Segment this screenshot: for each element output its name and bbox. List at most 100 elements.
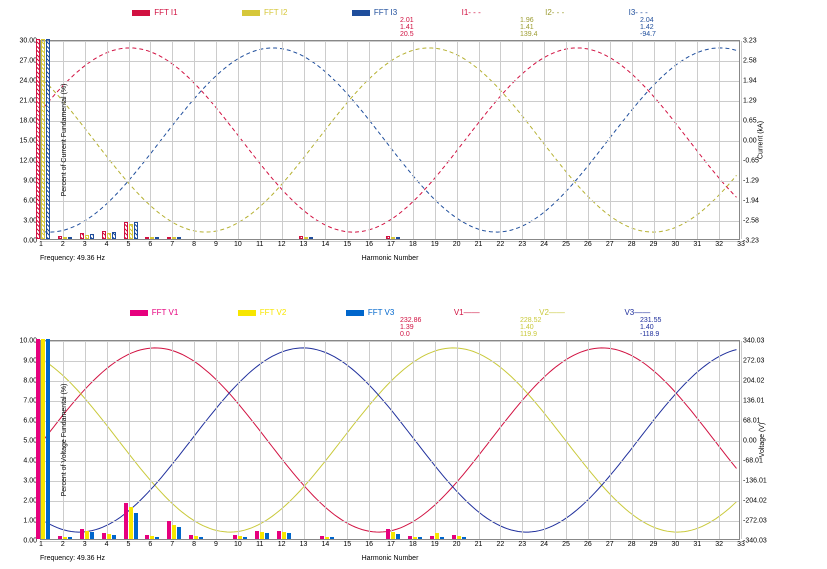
gridline-v [500, 341, 501, 539]
bar [63, 537, 67, 539]
bar [134, 513, 138, 539]
gridline-v [304, 341, 305, 539]
bar [167, 521, 171, 539]
gridline-h [41, 161, 739, 162]
gridline-v [588, 41, 589, 239]
bar [457, 536, 461, 539]
y-left-label-current: Percent of Current Fundamental (%) [61, 84, 68, 197]
x-tick: 22 [496, 539, 504, 548]
bar [452, 535, 456, 539]
gridline-v [588, 341, 589, 539]
gridline-v [304, 41, 305, 239]
gridline-v [282, 41, 283, 239]
bar [462, 537, 466, 539]
x-tick: 13 [300, 539, 308, 548]
bar [107, 534, 111, 539]
x-tick: 24 [540, 539, 548, 548]
gridline-v [369, 341, 370, 539]
bar [233, 535, 237, 539]
bar [309, 237, 313, 239]
x-tick: 18 [409, 539, 417, 548]
y-tick-right: -68.01 [739, 458, 763, 465]
gridline-v [107, 41, 108, 239]
x-tick: 24 [540, 239, 548, 248]
freq-current: Frequency: 49.36 Hz [40, 255, 105, 262]
bar [177, 237, 181, 239]
bar [90, 532, 94, 539]
x-tick: 11 [256, 539, 263, 548]
gridline-v [194, 341, 195, 539]
bar [167, 237, 171, 239]
y-right-label-voltage: Voltage (V) [759, 423, 766, 458]
y-tick-right: 68.01 [739, 418, 761, 425]
gridline-h [41, 221, 739, 222]
x-tick: 30 [671, 539, 679, 548]
x-tick: 26 [584, 239, 592, 248]
bar [41, 39, 45, 239]
gridline-v [347, 41, 348, 239]
legend-item-line: I1- - - [462, 8, 481, 17]
info-value: 1.96 [520, 17, 560, 24]
legend-item-bar: FFT I1 [132, 8, 177, 17]
gridline-v [325, 341, 326, 539]
legend-label: FFT V1 [152, 308, 179, 317]
info-value: 1.40 [520, 324, 560, 331]
gridline-v [632, 41, 633, 239]
bar [102, 231, 106, 239]
bar [112, 232, 116, 239]
info-value: 1.40 [640, 324, 680, 331]
bar [80, 529, 84, 539]
x-tick: 23 [518, 239, 526, 248]
x-tick: 17 [387, 239, 395, 248]
gridline-v [457, 341, 458, 539]
legend-label: V3—— [624, 308, 650, 317]
gridline-v [697, 41, 698, 239]
bar [430, 536, 434, 539]
gridline-v [675, 41, 676, 239]
x-tick: 14 [321, 539, 329, 548]
gridline-h [41, 441, 739, 442]
info-col: 228.521.40119.9 [520, 317, 560, 338]
legend-label: I3- - - [629, 8, 648, 17]
gridline-v [325, 41, 326, 239]
info-value: 1.41 [520, 24, 560, 31]
x-tick: 8 [192, 239, 196, 248]
current-info: 2.011.4120.51.961.41139.42.041.42-94.7 [40, 17, 740, 38]
gridline-v [610, 41, 611, 239]
bar [243, 537, 247, 539]
bar [58, 536, 62, 539]
bar [102, 533, 106, 539]
legend-item-bar: FFT V3 [346, 308, 395, 317]
gridline-v [150, 341, 151, 539]
bar [85, 235, 89, 239]
legend-swatch [132, 10, 150, 16]
current-legend: FFT I1FFT I2FFT I3I1- - -I2- - -I3- - - [40, 8, 740, 17]
gridline-v [216, 341, 217, 539]
bar [255, 531, 259, 539]
y-tick-right: -204.02 [739, 498, 767, 505]
voltage-info: 232.861.390.0228.521.40119.9231.551.40-1… [40, 317, 740, 338]
bar [282, 532, 286, 539]
gridline-v [150, 41, 151, 239]
gridline-v [238, 341, 239, 539]
y-tick-right: 340.03 [739, 338, 764, 345]
gridline-v [85, 41, 86, 239]
x-tick: 16 [365, 539, 373, 548]
info-col: 2.011.4120.5 [400, 17, 440, 38]
info-value: 1.41 [400, 24, 440, 31]
bar [112, 535, 116, 539]
gridline-h [41, 341, 739, 342]
current-waves [41, 41, 739, 239]
bar [320, 536, 324, 539]
gridline-v [85, 341, 86, 539]
legend-item-line: I3- - - [629, 8, 648, 17]
x-tick: 8 [192, 539, 196, 548]
y-tick-right: 204.02 [739, 378, 764, 385]
gridline-h [41, 181, 739, 182]
gridline-v [194, 41, 195, 239]
x-tick: 3 [83, 539, 87, 548]
bar [435, 533, 439, 539]
current-panel: FFT I1FFT I2FFT I3I1- - -I2- - -I3- - - … [40, 8, 740, 240]
gridline-v [632, 341, 633, 539]
x-tick: 2 [61, 239, 65, 248]
